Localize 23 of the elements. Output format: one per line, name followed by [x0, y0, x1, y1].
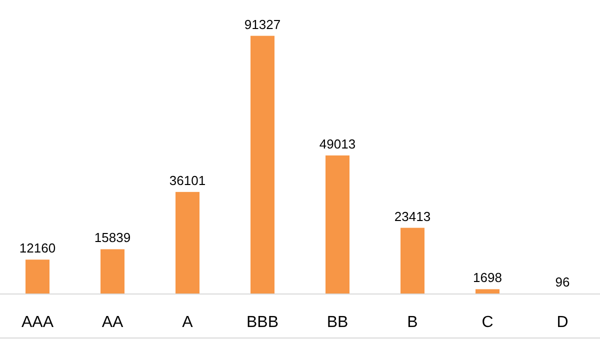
bar	[100, 249, 124, 294]
x-tick-label: D	[556, 314, 568, 331]
bar	[326, 155, 350, 294]
x-tick-label: A	[182, 314, 194, 331]
x-tick-label: C	[482, 314, 494, 331]
data-label: 23413	[394, 208, 431, 224]
bar	[26, 260, 50, 294]
x-tick-label: AAA	[21, 314, 54, 331]
data-label: 91327	[244, 16, 281, 32]
data-label: 49013	[319, 136, 356, 152]
data-label: 1698	[473, 270, 502, 286]
bar	[400, 228, 424, 294]
x-tick-label: AA	[102, 314, 124, 331]
x-tick-label: BBB	[246, 314, 279, 331]
data-label: 96	[555, 274, 570, 290]
bar	[250, 36, 274, 294]
data-label: 15839	[94, 230, 131, 246]
x-tick-label: BB	[326, 314, 348, 331]
data-label: 36101	[169, 172, 206, 188]
x-tick-label: B	[407, 314, 418, 331]
bar	[176, 192, 200, 294]
data-label: 12160	[19, 240, 56, 256]
bar	[476, 289, 500, 294]
